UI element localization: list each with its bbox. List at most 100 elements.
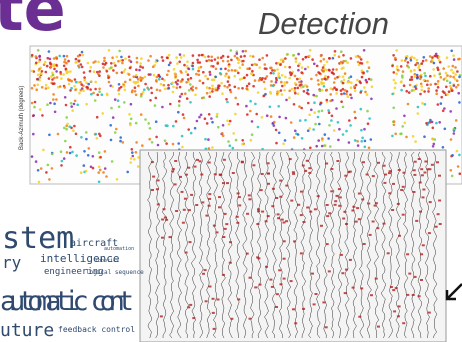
texture <box>103 150 107 153</box>
texture <box>148 137 151 141</box>
texture <box>133 90 137 93</box>
texture <box>315 144 319 148</box>
texture <box>182 54 186 57</box>
texture <box>283 83 286 87</box>
texture <box>43 60 47 64</box>
texture <box>456 165 460 168</box>
texture <box>302 85 305 88</box>
texture <box>248 317 252 320</box>
texture <box>41 114 44 117</box>
texture <box>401 74 404 77</box>
texture <box>281 60 285 63</box>
texture <box>418 64 421 67</box>
texture <box>101 112 104 115</box>
texture <box>72 129 75 132</box>
texture <box>181 145 184 149</box>
texture <box>234 112 237 116</box>
texture <box>258 66 262 69</box>
texture <box>51 78 54 81</box>
texture <box>218 206 221 209</box>
arrow <box>445 283 462 301</box>
texture <box>38 58 42 61</box>
texture <box>207 161 211 164</box>
texture <box>205 214 209 217</box>
texture <box>288 96 291 99</box>
texture <box>424 160 428 163</box>
texture <box>101 62 105 66</box>
texture <box>52 93 55 96</box>
texture <box>68 125 71 128</box>
texture <box>429 83 433 86</box>
texture <box>423 171 427 174</box>
texture <box>250 133 254 136</box>
texture <box>301 164 305 167</box>
texture <box>123 85 126 88</box>
texture <box>294 129 297 133</box>
texture <box>227 63 231 66</box>
texture <box>149 99 152 102</box>
texture <box>298 77 302 80</box>
texture <box>391 64 394 68</box>
texture <box>237 71 240 75</box>
texture <box>449 138 453 141</box>
texture <box>342 78 346 82</box>
texture <box>241 63 244 66</box>
texture <box>134 93 138 97</box>
texture <box>94 80 97 84</box>
texture <box>300 190 303 193</box>
texture <box>429 118 432 122</box>
texture <box>216 56 220 59</box>
texture <box>215 115 219 118</box>
texture <box>394 132 398 136</box>
texture <box>241 139 244 142</box>
texture <box>84 169 88 173</box>
texture <box>150 86 153 90</box>
texture <box>414 85 417 88</box>
texture <box>343 72 347 75</box>
texture <box>253 79 257 82</box>
texture <box>246 212 250 215</box>
texture <box>322 301 326 304</box>
texture <box>435 121 438 125</box>
texture <box>343 89 347 92</box>
texture <box>265 75 269 78</box>
texture <box>341 133 345 136</box>
texture <box>159 315 163 318</box>
texture <box>441 146 445 149</box>
texture <box>187 89 191 92</box>
texture <box>141 91 145 94</box>
texture <box>277 217 281 220</box>
texture <box>233 74 236 78</box>
texture <box>431 56 434 59</box>
texture <box>318 89 322 92</box>
texture <box>278 151 284 339</box>
texture <box>179 80 183 83</box>
texture <box>319 54 323 58</box>
texture <box>56 132 60 136</box>
texture <box>189 101 192 104</box>
texture <box>185 81 188 84</box>
texture <box>231 172 235 174</box>
texture <box>262 94 266 98</box>
texture <box>105 175 108 178</box>
texture <box>333 203 337 206</box>
texture <box>422 78 426 82</box>
texture <box>139 62 142 65</box>
texture <box>451 154 454 157</box>
texture <box>324 326 328 329</box>
texture <box>121 141 125 144</box>
texture <box>367 146 371 150</box>
texture <box>433 138 437 141</box>
texture <box>211 87 214 91</box>
texture <box>98 70 101 73</box>
texture <box>192 317 196 320</box>
texture <box>342 59 345 63</box>
texture <box>426 83 429 87</box>
texture <box>281 84 284 88</box>
texture <box>239 55 243 58</box>
texture <box>330 168 334 170</box>
texture <box>204 147 208 151</box>
texture <box>30 101 34 105</box>
texture <box>117 59 120 63</box>
texture <box>356 78 359 82</box>
